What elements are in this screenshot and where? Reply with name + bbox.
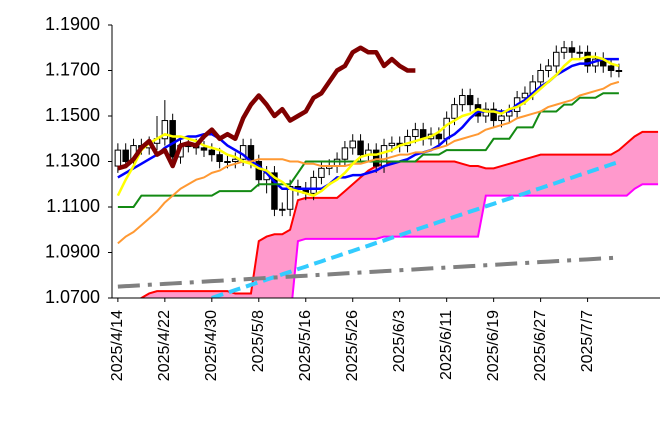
candle-body: [521, 92, 529, 99]
candle-body: [443, 117, 450, 140]
candle-body: [584, 51, 591, 67]
candle-body: [255, 161, 263, 181]
x-tick-label: 2025/6/19: [485, 310, 502, 381]
candle-body: [286, 186, 294, 210]
y-tick-label: 1.1900: [45, 14, 100, 34]
axes: 1.0700 1.0900 1.1100 1.1300 1.1500 1.1700 1.19…: [45, 14, 660, 381]
candle-body: [466, 95, 474, 106]
candle-body: [333, 158, 341, 167]
candle-body: [318, 167, 325, 178]
candle-body: [435, 133, 443, 140]
candle-body: [271, 172, 278, 210]
y-tick-label: 1.1100: [46, 196, 100, 216]
x-tick-label: 2025/6/27: [532, 310, 549, 381]
x-tick-label: 2025/4/14: [109, 310, 126, 381]
x-tick-label: 2025/5/16: [297, 310, 314, 381]
series-line: [116, 55, 620, 197]
x-tick-label: 2025/6/11: [438, 310, 455, 380]
candle-body: [560, 47, 568, 53]
candle-body: [568, 47, 576, 53]
candle-body: [404, 135, 411, 147]
plot-area: [114, 40, 659, 298]
series-line: [117, 80, 620, 245]
candle-body: [537, 70, 544, 83]
candle-body: [232, 158, 239, 163]
span-a-line: [139, 130, 659, 298]
x-tick-label: 2025/5/26: [344, 310, 361, 381]
x-tick-label: 2025/4/30: [203, 310, 220, 381]
y-tick-label: 1.1700: [45, 59, 100, 79]
candle-body: [208, 149, 216, 156]
series-line: [117, 57, 619, 191]
candle-body: [216, 154, 223, 163]
cloud: [141, 131, 659, 298]
x-tick-label: 2025/7/7: [579, 310, 596, 372]
candle-body: [545, 65, 552, 71]
y-tick-label: 1.0900: [45, 241, 100, 261]
y-tick-label: 1.0700: [45, 287, 100, 307]
x-tick-label: 2025/6/3: [391, 310, 408, 372]
candle-body: [380, 145, 388, 167]
candle-body: [388, 142, 396, 147]
candle-body: [615, 70, 623, 72]
candle-body: [200, 147, 208, 151]
candle-body: [553, 51, 560, 67]
candle-body: [279, 208, 286, 211]
y-tick-label: 1.1300: [45, 150, 100, 170]
candle-body: [114, 149, 122, 167]
candle-body: [576, 51, 583, 54]
candle-body: [451, 104, 458, 119]
candle-body: [498, 115, 505, 122]
candle-body: [310, 176, 317, 194]
candle-body: [161, 120, 169, 140]
candle-body: [357, 140, 364, 156]
series-line: [117, 45, 416, 171]
candle-body: [490, 108, 497, 122]
candle-body: [341, 147, 349, 160]
x-tick-label: 2025/5/8: [250, 310, 267, 372]
candle-body: [412, 129, 419, 137]
x-tick-label: 2025/4/22: [156, 310, 173, 381]
series-line: [117, 255, 620, 289]
y-tick-label: 1.1500: [45, 105, 100, 125]
candle-body: [372, 149, 380, 167]
candle-body: [607, 65, 615, 71]
candle-body: [224, 161, 231, 163]
candle-body: [169, 120, 176, 158]
candle-body: [349, 140, 356, 149]
candle-body: [122, 149, 129, 162]
span-b-line: [291, 183, 659, 298]
candle-body: [459, 95, 466, 106]
